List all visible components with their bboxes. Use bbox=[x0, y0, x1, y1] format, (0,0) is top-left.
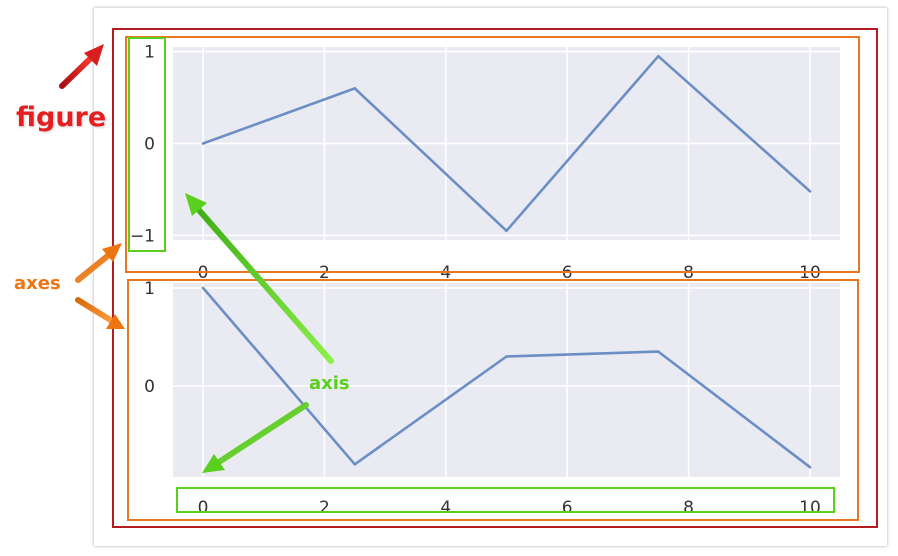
yaxis-outline-box bbox=[128, 37, 166, 252]
axes-arrow-bottom bbox=[75, 297, 125, 329]
x-tick-label: 8 bbox=[683, 498, 694, 518]
axis-arrow-down bbox=[202, 402, 309, 473]
y-tick-label: 1 bbox=[144, 279, 155, 299]
xaxis-outline-box bbox=[176, 487, 835, 513]
data-point bbox=[808, 465, 812, 469]
data-point bbox=[201, 286, 205, 290]
axis-arrow-up bbox=[185, 193, 334, 364]
data-point bbox=[505, 355, 508, 358]
axis-label: axis bbox=[309, 373, 350, 394]
x-tick-label: 0 bbox=[198, 498, 209, 518]
data-point bbox=[353, 462, 357, 466]
x-tick-label: 4 bbox=[440, 498, 451, 518]
data-point bbox=[656, 54, 660, 58]
axes-outline-box-bottom bbox=[127, 279, 859, 521]
data-point bbox=[656, 350, 660, 353]
axes-arrow-top bbox=[75, 243, 122, 283]
figure-outline-box bbox=[112, 28, 878, 528]
figure-arrow bbox=[59, 44, 104, 89]
plot-background bbox=[173, 283, 840, 477]
y-tick-label: 1 bbox=[144, 43, 155, 63]
axes-bottom: 0 2 4 6 8 10 0 1 bbox=[144, 279, 840, 518]
y-tick-label: 0 bbox=[144, 377, 155, 397]
figure-label: figure bbox=[16, 102, 107, 133]
y-tick-label: 0 bbox=[144, 135, 155, 155]
x-tick-label: 6 bbox=[562, 498, 573, 518]
data-point bbox=[201, 142, 205, 145]
data-point bbox=[808, 189, 812, 193]
axes-label: axes bbox=[14, 273, 61, 294]
axes-outline-box-top bbox=[125, 36, 860, 273]
data-point bbox=[505, 229, 508, 233]
y-tick-label: −1 bbox=[130, 226, 155, 246]
axes-top: 0 2 4 6 8 10−101 bbox=[130, 43, 840, 283]
x-tick-label: 10 bbox=[799, 498, 821, 518]
data-point bbox=[353, 87, 357, 90]
x-tick-label: 2 bbox=[319, 498, 330, 518]
